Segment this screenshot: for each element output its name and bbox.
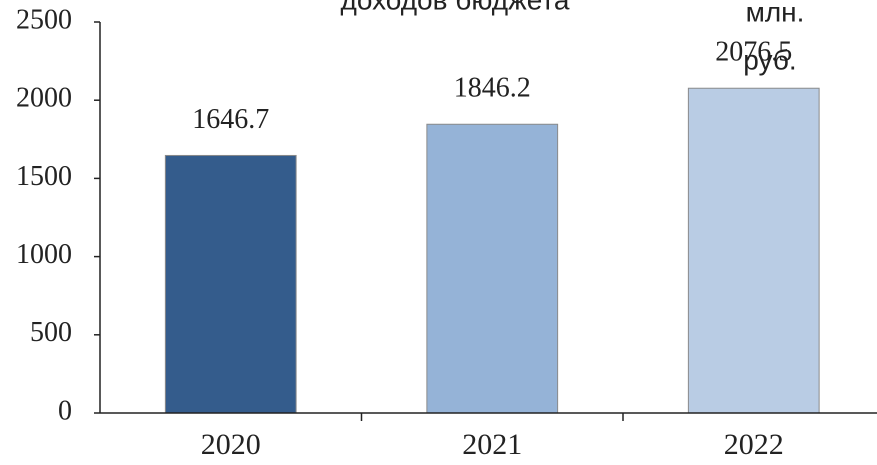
value-label: 1846.2 <box>454 73 531 104</box>
y-tick-label: 0 <box>58 395 72 426</box>
y-tick-label: 500 <box>30 317 72 348</box>
value-label: 1646.7 <box>192 104 269 135</box>
x-tick-label: 2021 <box>462 428 522 461</box>
y-tick-label: 2000 <box>16 83 72 114</box>
bar <box>687 87 820 414</box>
y-tick-label: 1000 <box>16 239 72 270</box>
x-tick-label: 2020 <box>201 428 261 461</box>
chart-title: доходов бюджета <box>340 0 569 15</box>
y-tick-label: 2500 <box>16 4 72 35</box>
x-tick-label: 2022 <box>724 428 784 461</box>
value-label: 2076.5 <box>715 37 792 68</box>
bar <box>426 123 559 414</box>
bar <box>164 154 297 414</box>
unit-label: руб. <box>743 44 796 75</box>
unit-label: млн. <box>746 0 805 27</box>
y-tick-label: 1500 <box>16 161 72 192</box>
